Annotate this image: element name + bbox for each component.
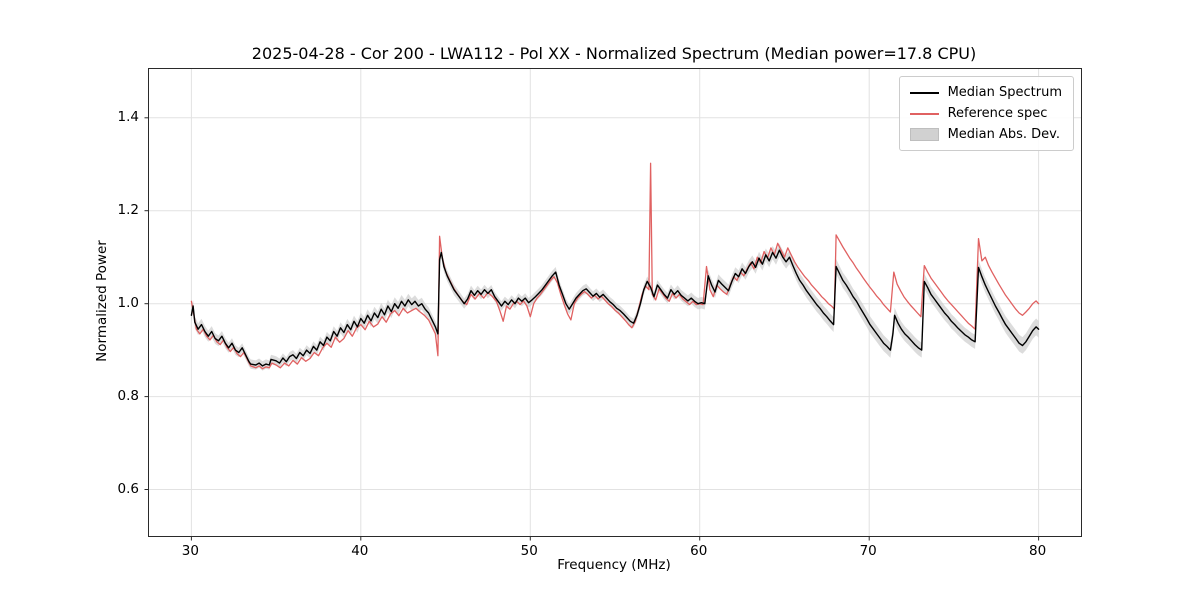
x-tick-label: 30 (181, 543, 199, 559)
x-tick-label: 40 (351, 543, 369, 559)
legend-item-median-abs-dev: Median Abs. Dev. (909, 127, 1062, 142)
x-tick-label: 80 (1029, 543, 1047, 559)
y-tick-label: 0.8 (117, 387, 139, 404)
legend-item-reference-spec: Reference spec (909, 106, 1062, 121)
mad-band-swatch (909, 128, 939, 141)
plot-area: Median Spectrum Reference spec Median Ab… (144, 68, 1082, 541)
y-tick-label: 1.2 (117, 201, 139, 218)
y-axis-label: Normalized Power (94, 240, 110, 362)
legend: Median Spectrum Reference spec Median Ab… (898, 76, 1074, 151)
x-tick-label: 70 (859, 543, 877, 559)
y-tick-label: 1.0 (117, 294, 139, 311)
legend-item-median-spectrum: Median Spectrum (909, 85, 1062, 100)
median-spectrum-line-swatch (909, 91, 939, 94)
median-spectrum-line (190, 249, 1040, 367)
reference-spec-line-swatch (909, 112, 939, 115)
x-tick-label: 60 (690, 543, 708, 559)
x-axis-label: Frequency (MHz) (557, 557, 671, 573)
y-tick-label: 0.6 (117, 480, 139, 497)
legend-label-median-spectrum: Median Spectrum (947, 85, 1062, 100)
legend-label-reference-spec: Reference spec (947, 106, 1048, 121)
y-tick-label: 1.4 (117, 108, 139, 125)
x-tick-label: 50 (520, 543, 538, 559)
legend-label-median-abs-dev: Median Abs. Dev. (947, 127, 1061, 142)
chart-title: 2025-04-28 - Cor 200 - LWA112 - Pol XX -… (251, 44, 977, 63)
